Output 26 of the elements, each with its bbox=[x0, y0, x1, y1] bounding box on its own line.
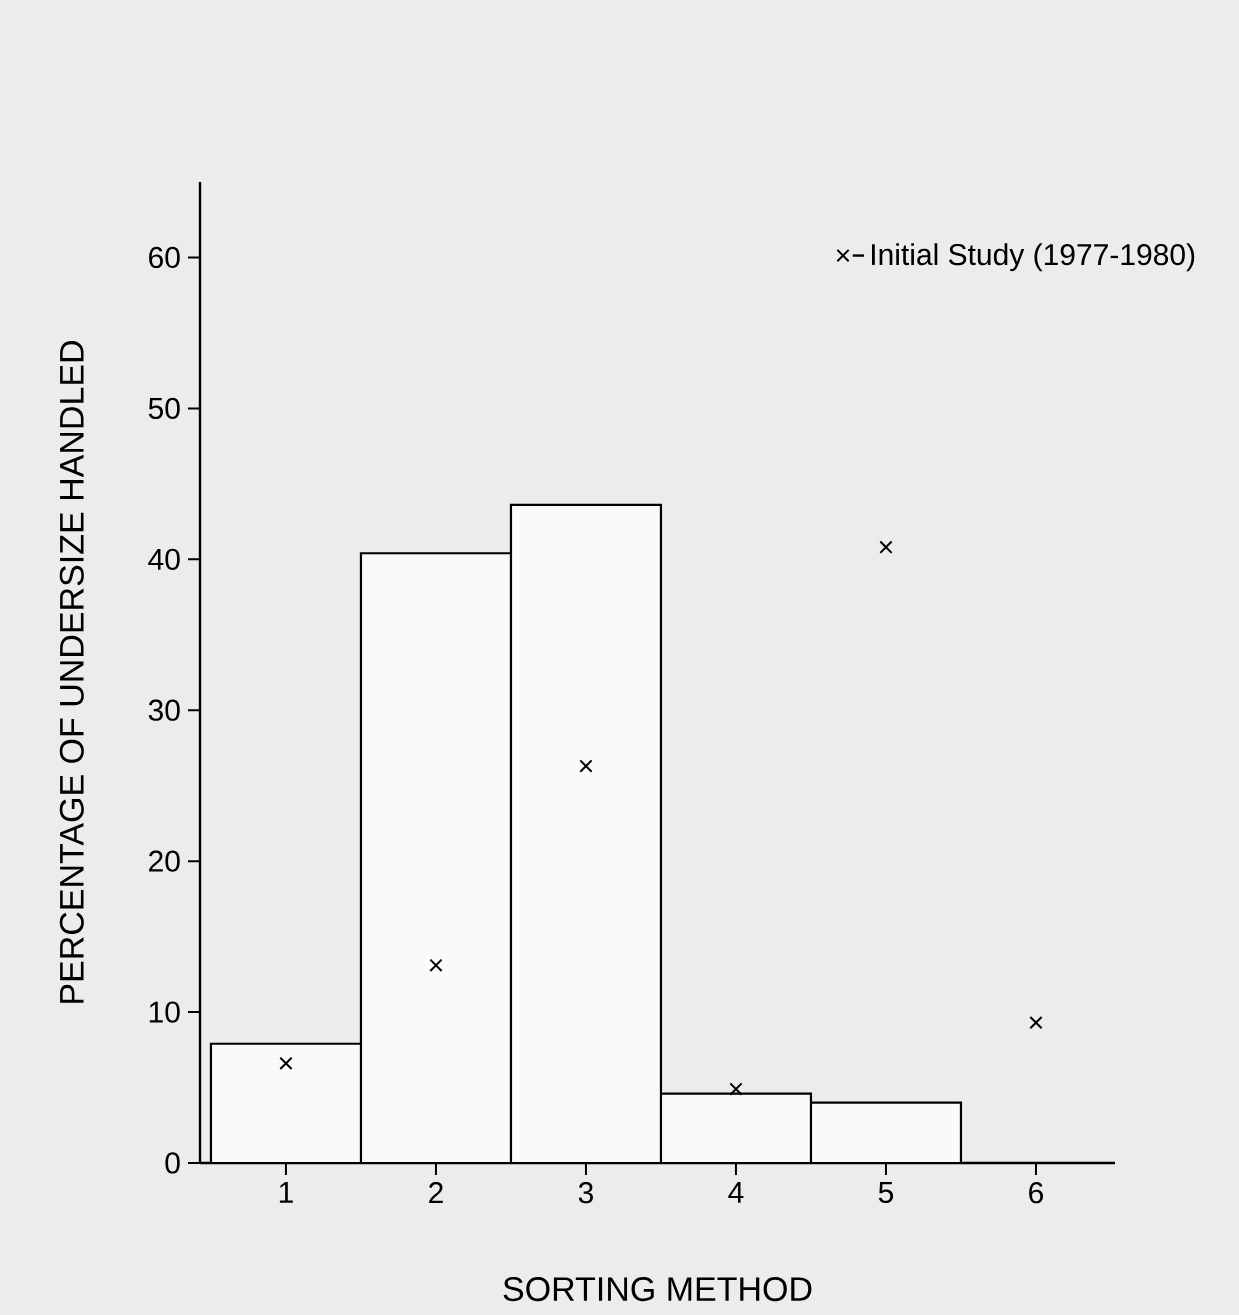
x-tick-label: 5 bbox=[878, 1182, 894, 1203]
y-axis-title: PERCENTAGE OF UNDERSIZE HANDLED bbox=[59, 341, 84, 1003]
y-tick-label: 50 bbox=[148, 397, 180, 419]
x-tick-label: 4 bbox=[728, 1182, 744, 1203]
y-tick-label: 10 bbox=[149, 1001, 180, 1023]
x-axis-title: SORTING METHOD bbox=[503, 1277, 812, 1302]
x-tick-label: 3 bbox=[578, 1182, 593, 1204]
bar bbox=[210, 1043, 361, 1163]
y-tick-label: 40 bbox=[148, 548, 180, 570]
y-tick-label: 60 bbox=[149, 246, 180, 269]
point bbox=[429, 958, 443, 972]
y-tick-label: 20 bbox=[149, 850, 180, 872]
x-tick-label: 2 bbox=[429, 1182, 443, 1204]
x-tick-label: 1 bbox=[279, 1182, 293, 1203]
y-tick-label: 30 bbox=[148, 699, 180, 721]
point bbox=[279, 1056, 293, 1071]
point bbox=[729, 1082, 743, 1096]
point bbox=[879, 540, 893, 554]
bar bbox=[510, 504, 661, 1163]
legend-label: Initial Study (1977-1980) bbox=[872, 243, 1195, 272]
bar bbox=[660, 1093, 811, 1163]
x-tick-label: 6 bbox=[1029, 1182, 1043, 1204]
y-tick-label: 0 bbox=[165, 1152, 180, 1174]
point bbox=[579, 759, 593, 773]
bar bbox=[360, 553, 511, 1163]
point bbox=[1029, 1015, 1043, 1030]
